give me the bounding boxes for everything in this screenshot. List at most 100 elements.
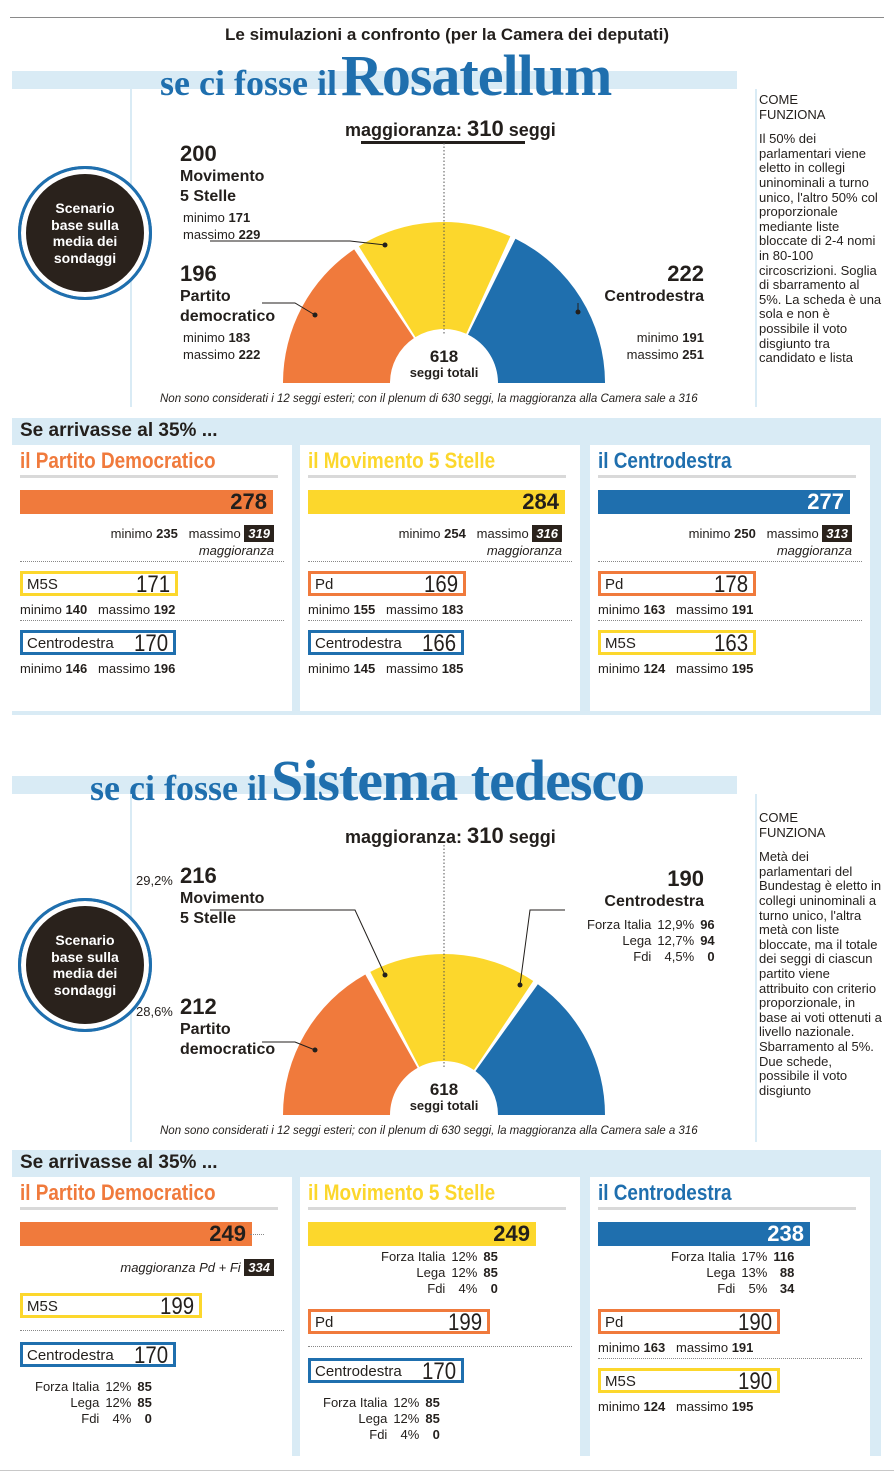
party-name: Forza Italia xyxy=(35,1379,100,1394)
divider xyxy=(308,561,572,562)
other-party-value: 190 xyxy=(737,1368,772,1395)
breakdown-table: Forza Italia 12% 85 Lega 12% 85 Fdi 4% 0 xyxy=(378,1249,501,1297)
party-pct: 12,9% xyxy=(657,917,695,932)
other-party-box: Centrodestra 166 xyxy=(308,630,464,657)
cd-label-rosatellum: 222 Centrodestra minimo 191 massimo 251 xyxy=(604,261,704,362)
top-rule xyxy=(10,17,884,18)
party-pct: 12% xyxy=(451,1265,478,1280)
hemicycle-slice-cd xyxy=(475,984,605,1115)
breakdown-table: Forza Italia 12% 85 Lega 12% 85 Fdi 4% 0 xyxy=(32,1379,155,1427)
leader-line xyxy=(262,1041,316,1051)
other-party-value: 178 xyxy=(713,571,748,598)
leader-line xyxy=(519,909,565,986)
breakdown-row: Fdi 5% 34 xyxy=(668,1281,797,1297)
other-party-value: 170 xyxy=(421,1358,456,1385)
party-seats: 85 xyxy=(425,1411,440,1426)
column-title: il Centrodestra xyxy=(598,1180,732,1205)
divider xyxy=(308,1346,572,1347)
party-pct: 12% xyxy=(105,1395,132,1410)
party-pct: 4% xyxy=(400,1427,420,1442)
party-name: Fdi xyxy=(427,1281,446,1296)
m5s-label-tedesco: 216 Movimento 5 Stelle xyxy=(180,863,265,927)
other-party-value: 199 xyxy=(447,1309,482,1336)
connector xyxy=(250,1234,264,1235)
party-seats: 88 xyxy=(779,1265,795,1280)
seat-bar: 284 xyxy=(308,490,565,514)
seat-bar-value: 278 xyxy=(230,489,267,514)
total-seats-rosatellum: 618 seggi totali xyxy=(409,347,479,380)
column-title-rule xyxy=(20,1207,278,1210)
how-it-works-tedesco: COME FUNZIONA Metà dei parlamentari del … xyxy=(759,810,882,1098)
breakdown-row: Forza Italia 12% 85 xyxy=(320,1395,443,1411)
seat-bar-value: 238 xyxy=(767,1221,804,1246)
party-pct: 12% xyxy=(393,1395,420,1410)
pd-pct-tedesco: 28,6% xyxy=(136,1004,173,1019)
other-party-label: Pd xyxy=(315,1314,334,1331)
majority-rule xyxy=(361,141,525,144)
leader-line xyxy=(210,909,386,976)
note-tedesco: Non sono considerati i 12 seggi esteri; … xyxy=(160,1125,698,1137)
column-title-rule xyxy=(308,475,566,478)
column-title: il Movimento 5 Stelle xyxy=(308,1180,496,1205)
seat-bar: 278 xyxy=(20,490,273,514)
divider xyxy=(598,1358,862,1359)
breakdown-table: Forza Italia 12% 85 Lega 12% 85 Fdi 4% 0 xyxy=(320,1395,443,1443)
party-seats: 0 xyxy=(707,949,715,964)
leader-dot xyxy=(312,1047,318,1053)
max-badge: 313 xyxy=(822,525,852,542)
party-name: Forza Italia xyxy=(381,1249,446,1264)
breakdown-row: Lega 12% 85 xyxy=(378,1265,501,1281)
party-seats: 85 xyxy=(483,1265,498,1280)
hemicycle-slice-pd xyxy=(283,249,414,383)
cd-breakdown-tedesco: Forza Italia 12,9% 96 Lega 12,7% 94 Fdi 4,5% 0 xyxy=(584,917,718,965)
title-rosatellum: se ci fosse il Rosatellum xyxy=(160,43,612,108)
hemicycle-center xyxy=(396,335,492,383)
party-name: Lega xyxy=(70,1395,100,1410)
divider xyxy=(20,620,284,621)
other-party-label: M5S xyxy=(605,635,636,652)
leader-line xyxy=(262,302,316,316)
party-name: Lega xyxy=(416,1265,446,1280)
min-max-row: minimo 235 massimo 319 xyxy=(20,525,274,542)
leader-dot xyxy=(382,242,388,248)
other-party-box: Centrodestra 170 xyxy=(20,1342,176,1369)
party-pct: 12% xyxy=(105,1379,132,1394)
party-name: Lega xyxy=(358,1411,388,1426)
other-party-value: 199 xyxy=(159,1293,194,1320)
other-party-label: M5S xyxy=(27,1298,58,1315)
party-pct: 5% xyxy=(748,1281,768,1296)
other-party-box: M5S 190 xyxy=(598,1368,780,1395)
other-party-label: Pd xyxy=(605,576,624,593)
min-max-row: minimo 124 massimo 195 xyxy=(598,1399,754,1414)
majority-note: maggioranza xyxy=(198,543,274,558)
party-name: Fdi xyxy=(717,1281,736,1296)
column-title: il Movimento 5 Stelle xyxy=(308,448,496,473)
party-seats: 85 xyxy=(137,1379,152,1394)
other-party-box: M5S 163 xyxy=(598,630,756,657)
other-party-label: Centrodestra xyxy=(315,1363,402,1380)
hemicycle-slice-m5s xyxy=(358,221,511,338)
breakdown-row: Forza Italia 12% 85 xyxy=(32,1379,155,1395)
party-pct: 12,7% xyxy=(657,933,695,948)
hemicycle-tedesco xyxy=(210,845,605,1115)
scenario-badge-rosatellum: Scenario base sulla media dei sondaggi xyxy=(18,166,152,300)
min-max-row: minimo 163 massimo 191 xyxy=(598,1340,754,1355)
other-party-value: 163 xyxy=(713,630,748,657)
party-pct: 13% xyxy=(741,1265,768,1280)
majority-note: maggioranza xyxy=(486,543,562,558)
title-band-tedesco xyxy=(12,776,737,794)
majority-rosatellum: maggioranza: 310 seggi xyxy=(345,116,556,141)
seat-bar-value: 277 xyxy=(807,489,844,514)
seat-bar-value: 284 xyxy=(522,489,559,514)
other-party-label: Centrodestra xyxy=(315,635,402,652)
max-badge: 319 xyxy=(244,525,274,542)
majority-note: maggioranza Pd + Fi 334 xyxy=(20,1259,274,1276)
divider xyxy=(20,1330,284,1331)
leader-dot xyxy=(382,972,388,978)
leader-dot xyxy=(312,312,318,318)
other-party-box: Centrodestra 170 xyxy=(308,1358,464,1385)
party-seats: 85 xyxy=(425,1395,440,1410)
title-tedesco: se ci fosse il Sistema tedesco xyxy=(90,748,645,813)
hemicycle-slice-m5s xyxy=(370,954,534,1071)
leader-dot xyxy=(575,309,581,315)
